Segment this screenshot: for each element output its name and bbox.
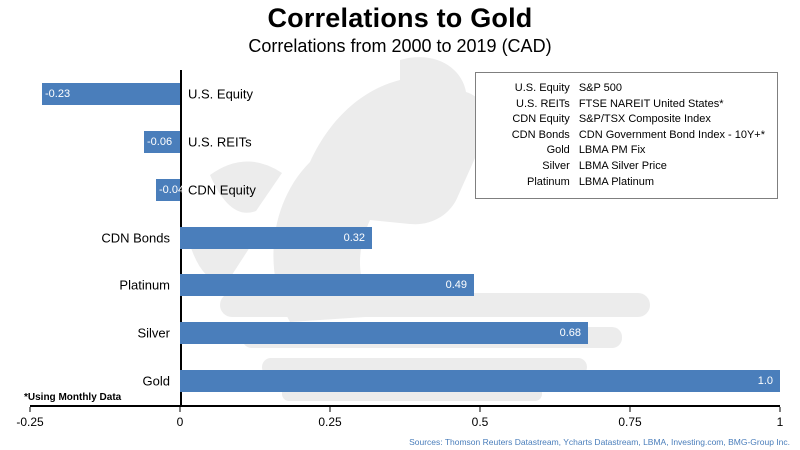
bar-row: 0.68 Silver bbox=[30, 309, 780, 357]
x-axis-tick bbox=[179, 407, 181, 412]
bar-u-s-equity: -0.23 bbox=[41, 82, 180, 105]
legend-box: U.S. Equity S&P 500 U.S. REITs FTSE NAREIT … bbox=[474, 72, 778, 200]
legend-row: Gold LBMA PM Fix bbox=[488, 143, 765, 159]
x-axis-tick bbox=[329, 407, 331, 412]
legend-term: Gold bbox=[546, 144, 570, 157]
bar-row: 0.49 Platinum bbox=[30, 261, 780, 309]
bar-row: 1.0 Gold bbox=[30, 357, 780, 405]
bar-value-label: 0.68 bbox=[559, 327, 581, 340]
legend-row: U.S. Equity S&P 500 bbox=[488, 81, 765, 97]
legend-term: Platinum bbox=[527, 175, 570, 188]
bar-value-label: 0.49 bbox=[445, 279, 467, 292]
bar-cdn-bonds: 0.32 bbox=[180, 226, 372, 249]
x-axis-tick bbox=[629, 407, 631, 412]
x-axis: -0.25 0 0.25 0.5 0.75 1 bbox=[16, 407, 783, 437]
legend-row: CDN Bonds CDN Government Bond Index - 10Y… bbox=[488, 128, 765, 144]
bar-row: -0.06 U.S. REITs bbox=[30, 118, 780, 166]
legend-term: U.S. Equity bbox=[514, 82, 570, 94]
x-axis-tick bbox=[779, 407, 781, 412]
bar-platinum: 0.49 bbox=[180, 274, 474, 297]
footnote: *Using Monthly Data bbox=[24, 392, 122, 403]
bar-value-label: 0.32 bbox=[343, 231, 365, 244]
bar-row: -0.23 U.S. Equity bbox=[30, 70, 780, 118]
legend-term: CDN Bonds bbox=[511, 128, 570, 141]
category-label: CDN Equity bbox=[188, 182, 256, 198]
legend-desc: CDN Government Bond Index - 10Y+* bbox=[578, 128, 765, 141]
chart-title: Correlations to Gold bbox=[267, 3, 533, 33]
legend-desc: FTSE NAREIT United States* bbox=[578, 97, 724, 110]
legend-term: Silver bbox=[542, 159, 570, 172]
bar-row: 0.32 CDN Bonds bbox=[30, 214, 780, 262]
legend-row: Platinum LBMA Platinum bbox=[488, 175, 765, 191]
x-axis-tick-label: 0.5 bbox=[471, 415, 489, 429]
legend-row: Silver LBMA Silver Price bbox=[488, 159, 765, 175]
legend-desc: S&P 500 bbox=[578, 82, 623, 94]
legend-term: U.S. REITs bbox=[516, 97, 570, 110]
chart-subtitle: Correlations from 2000 to 2019 (CAD) bbox=[248, 36, 552, 56]
legend-desc: S&P/TSX Composite Index bbox=[578, 113, 711, 126]
category-label: CDN Bonds bbox=[101, 230, 170, 245]
bar-value-label: 1.0 bbox=[757, 375, 773, 388]
bar-silver: 0.68 bbox=[180, 322, 588, 345]
bar-cdn-equity: -0.04 bbox=[155, 178, 184, 201]
x-axis-tick-label: 1 bbox=[776, 415, 784, 429]
sources-text: Sources: Thomson Reuters Datastream, Ych… bbox=[409, 437, 790, 447]
category-label: Silver bbox=[137, 325, 170, 341]
category-label: U.S. REITs bbox=[188, 134, 252, 150]
x-axis-tick bbox=[29, 407, 31, 412]
x-axis-tick-label: 0.75 bbox=[618, 415, 642, 429]
x-axis-tick-label: -0.25 bbox=[16, 415, 44, 429]
x-axis-tick-label: 0.25 bbox=[318, 415, 342, 429]
legend-desc: LBMA PM Fix bbox=[578, 144, 646, 157]
category-label: Gold bbox=[142, 373, 170, 389]
legend-row: U.S. REITs FTSE NAREIT United States* bbox=[488, 97, 765, 113]
x-axis-tick bbox=[479, 407, 481, 412]
legend-desc: LBMA Silver Price bbox=[578, 159, 667, 172]
category-label: U.S. Equity bbox=[188, 86, 254, 102]
legend-term: CDN Equity bbox=[512, 113, 570, 126]
legend-row: CDN Equity S&P/TSX Composite Index bbox=[488, 112, 765, 128]
bar-u-s-reits: -0.06 bbox=[144, 130, 180, 153]
bar-value-label: -0.06 bbox=[147, 135, 173, 148]
bar-value-label: -0.04 bbox=[158, 183, 185, 196]
category-label: Platinum bbox=[119, 277, 170, 293]
bar-gold: 1.0 bbox=[180, 370, 780, 393]
legend-desc: LBMA Platinum bbox=[578, 175, 655, 188]
bar-value-label: -0.23 bbox=[44, 87, 71, 100]
x-axis-tick-label: 0 bbox=[176, 415, 184, 429]
